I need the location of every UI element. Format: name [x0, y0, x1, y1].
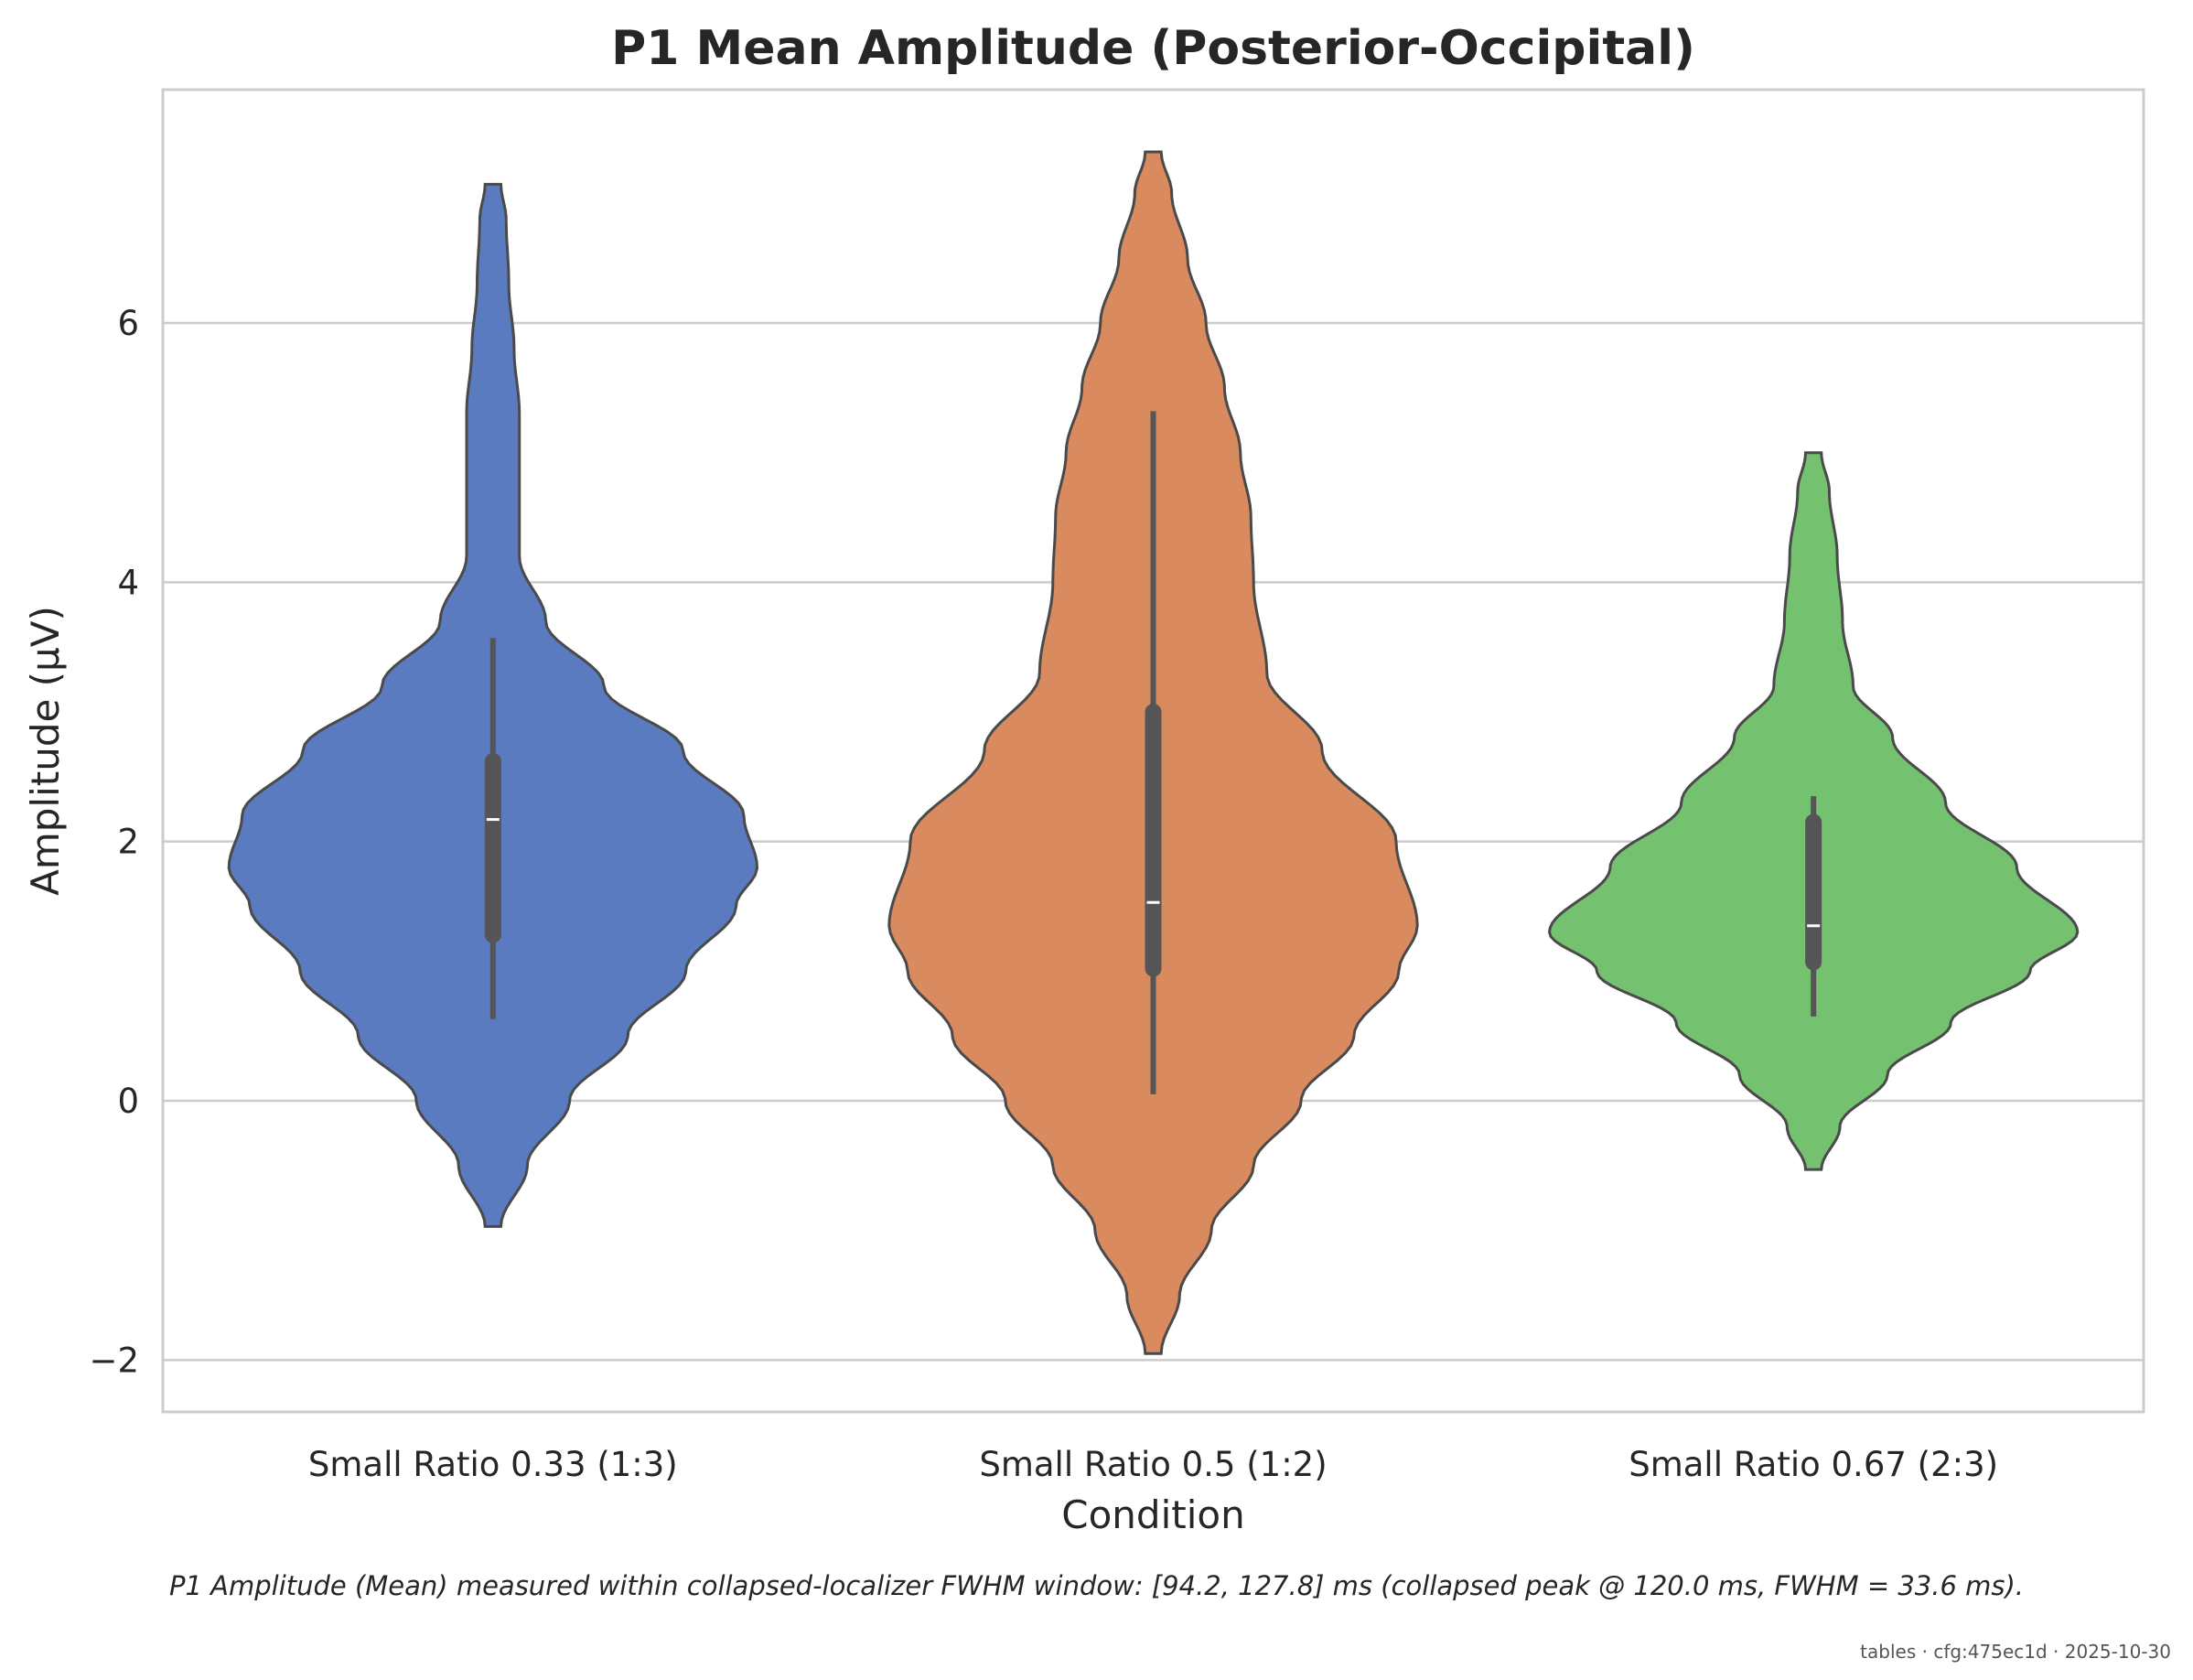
x-tick-label: Small Ratio 0.5 (1:2) [979, 1445, 1327, 1484]
violins [227, 150, 2080, 1355]
y-tick-labels: −2 0 2 4 6 [89, 304, 139, 1380]
x-tick-labels: Small Ratio 0.33 (1:3) Small Ratio 0.5 (1… [308, 1445, 1998, 1484]
y-axis-label: Amplitude (μV) [23, 606, 68, 896]
violin-group [227, 182, 759, 1228]
violin-group [887, 150, 1419, 1355]
y-tick-label: 6 [117, 304, 139, 343]
chart-title: P1 Mean Amplitude (Posterior-Occipital) [611, 21, 1695, 76]
x-tick-label: Small Ratio 0.67 (2:3) [1629, 1445, 1998, 1484]
y-tick-label: 0 [117, 1082, 139, 1121]
violin-group [1547, 451, 2080, 1171]
x-axis-label: Condition [1061, 1492, 1244, 1537]
y-tick-label: 2 [117, 823, 139, 862]
figure-caption: P1 Amplitude (Mean) measured within coll… [168, 1570, 2025, 1601]
footer-meta: tables · cfg:475ec1d · 2025-10-30 [1860, 1641, 2171, 1663]
y-tick-label: 4 [117, 563, 139, 602]
y-tick-label: −2 [89, 1341, 139, 1380]
x-tick-label: Small Ratio 0.33 (1:3) [308, 1445, 678, 1484]
plot-frame [161, 88, 2145, 1414]
